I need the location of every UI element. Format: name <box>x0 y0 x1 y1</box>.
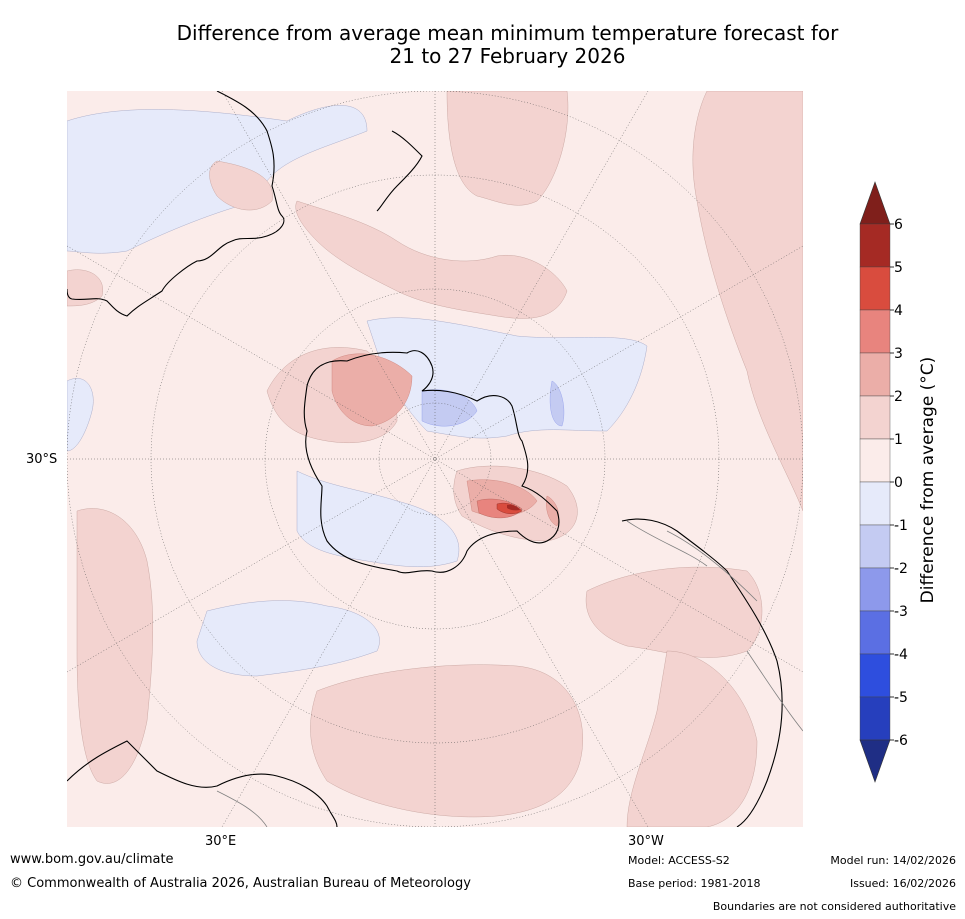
longitude-label-west: 30°W <box>628 834 664 849</box>
country-borders <box>216 520 803 827</box>
colorbar-block <box>859 696 891 741</box>
polar-map <box>67 91 803 827</box>
colorbar-block <box>859 223 891 268</box>
colorbar-tick-label: -4 <box>894 647 908 663</box>
disclaimer-text: Boundaries are not considered authoritat… <box>712 900 956 913</box>
copyright-text: © Commonwealth of Australia 2026, Austra… <box>10 876 471 891</box>
model-text: Model: ACCESS-S2 <box>628 854 730 867</box>
colorbar-block <box>859 481 891 526</box>
colorbar-block <box>859 567 891 612</box>
colorbar-tick-label: -5 <box>894 690 908 706</box>
colorbar-block <box>859 309 891 354</box>
colorbar-block <box>859 610 891 655</box>
colorbar-top-arrow <box>859 181 891 225</box>
colorbar: 6 5 4 3 2 1 0 -1 -2 -3 -4 -5 -6 Difference from aver… <box>859 181 938 783</box>
website-link[interactable]: www.bom.gov.au/climate <box>10 852 174 867</box>
colorbar-tick-label: 1 <box>894 432 903 448</box>
colorbar-block <box>859 438 891 483</box>
colorbar-block <box>859 266 891 311</box>
colorbar-blocks <box>859 181 891 783</box>
colorbar-tick-label: 0 <box>894 475 903 491</box>
model-run-text: Model run: 14/02/2026 <box>830 854 956 867</box>
graticule <box>67 91 803 827</box>
base-period-text: Base period: 1981-2018 <box>628 877 761 890</box>
colorbar-tick-label: 5 <box>894 260 903 276</box>
issued-text: Issued: 16/02/2026 <box>849 877 956 890</box>
warm-anomaly-peak <box>507 504 520 511</box>
colorbar-block <box>859 352 891 397</box>
colorbar-block <box>859 395 891 440</box>
coastlines <box>67 91 783 827</box>
colorbar-tick-label: -6 <box>894 733 908 749</box>
colorbar-ticks: 6 5 4 3 2 1 0 -1 -2 -3 -4 -5 -6 <box>890 217 908 749</box>
colorbar-tick-label: 3 <box>894 346 903 362</box>
colorbar-label: Difference from average (°C) <box>918 357 938 604</box>
colorbar-tick-label: 2 <box>894 389 903 405</box>
title-line-2: 21 to 27 February 2026 <box>389 44 626 68</box>
colorbar-tick-label: -2 <box>894 561 908 577</box>
colorbar-block <box>859 653 891 698</box>
colorbar-tick-label: 4 <box>894 303 903 319</box>
colorbar-tick-label: -3 <box>894 604 908 620</box>
title-line-1: Difference from average mean minimum tem… <box>176 21 839 45</box>
latitude-label: 30°S <box>26 452 58 467</box>
colorbar-tick-label: -1 <box>894 518 908 534</box>
map-title: Difference from average mean minimum tem… <box>60 22 955 68</box>
colorbar-tick-label: 6 <box>894 217 903 233</box>
colorbar-bottom-arrow <box>859 739 891 783</box>
longitude-label-east: 30°E <box>205 834 237 849</box>
cool-anomaly-strong <box>421 380 565 427</box>
colorbar-block <box>859 524 891 569</box>
